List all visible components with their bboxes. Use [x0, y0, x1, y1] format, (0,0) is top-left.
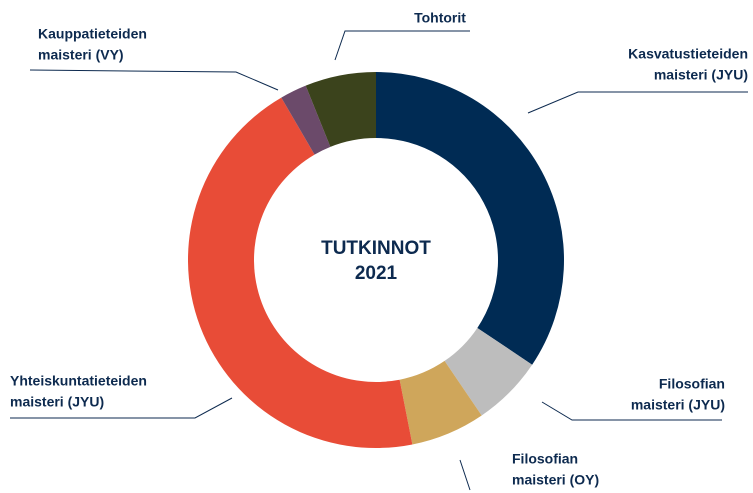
- segment-label: Yhteiskuntatieteiden: [10, 373, 147, 389]
- donut-segment: [305, 72, 376, 147]
- segment-label: Tohtorit: [414, 10, 466, 26]
- segment-label: Filosofian: [512, 451, 578, 467]
- segment-label: maisteri (JYU): [631, 397, 725, 413]
- leader-line: [459, 459, 471, 491]
- segment-label: Filosofian: [659, 376, 725, 392]
- leader-line: [527, 91, 748, 114]
- donut-segment: [399, 360, 482, 445]
- donut-segment: [281, 85, 331, 155]
- leader-line: [541, 401, 722, 421]
- leader-line: [29, 69, 279, 91]
- segment-label: maisteri (JYU): [10, 394, 104, 410]
- segment-label: maisteri (JYU): [654, 67, 748, 83]
- donut-segment: [376, 72, 565, 365]
- center-title: TUTKINNOT: [321, 238, 431, 259]
- donut-segment: [188, 97, 413, 448]
- segment-label: maisteri (OY): [512, 472, 599, 488]
- leader-line: [10, 397, 233, 419]
- leader-line: [334, 30, 470, 61]
- donut-segment: [444, 327, 533, 416]
- segment-label: Kasvatustieteiden: [628, 46, 748, 62]
- segment-label: maisteri (VY): [38, 47, 124, 63]
- center-subtitle: 2021: [355, 263, 398, 284]
- segment-label: Kauppatieteiden: [38, 26, 147, 42]
